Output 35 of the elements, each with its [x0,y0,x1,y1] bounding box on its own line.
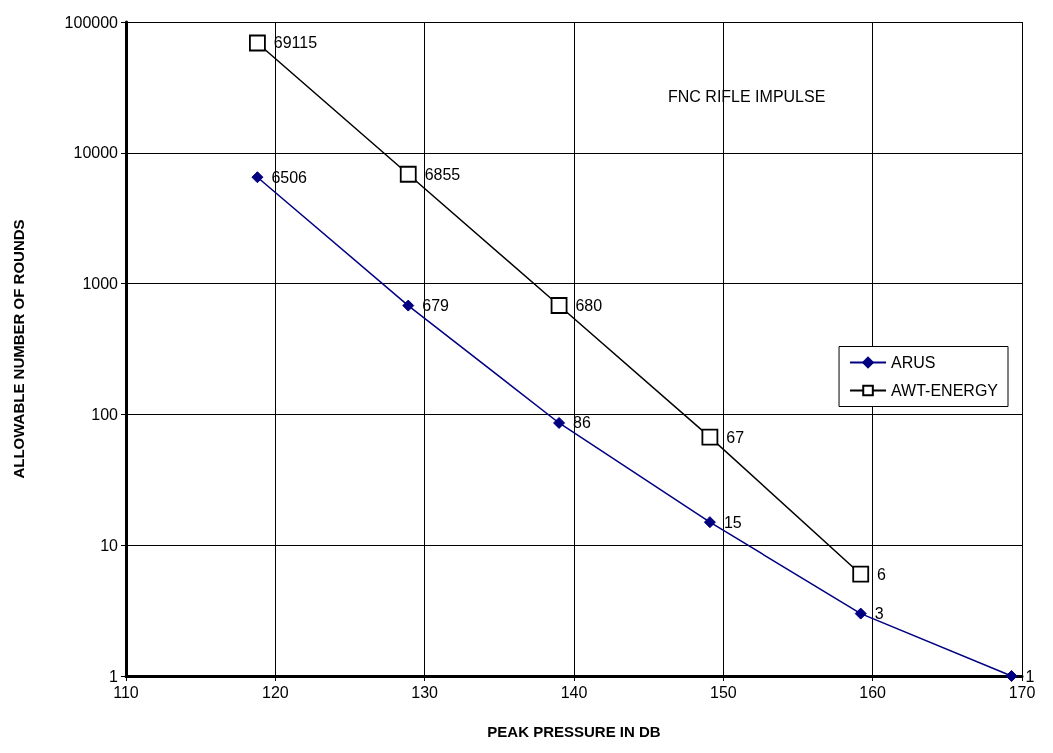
legend-label: ARUS [891,354,936,371]
point [249,34,266,52]
x-tick-label: 160 [859,683,887,701]
data-label: 67 [726,428,745,446]
y-tick-label: 10 [100,536,119,554]
data-label: 15 [723,513,742,531]
point [703,516,716,529]
data-label: 1 [1025,667,1035,685]
x-axis-title: PEAK PRESSURE IN DB [487,723,661,740]
x-tick-label: 120 [261,683,289,701]
y-tick-label: 100 [91,405,119,423]
data-label: 3 [874,605,884,623]
point [399,165,417,183]
data-label: 680 [575,297,603,315]
x-tick-label: 140 [560,683,588,701]
point [550,297,568,314]
data-label: 6 [877,565,887,583]
x-tick-label: 110 [113,683,139,701]
point [553,416,566,429]
y-tick-label: 1000 [82,275,119,293]
y-tick-label: 1 [109,667,119,685]
point [852,565,870,583]
y-axis-title: ALLOWABLE NUMBER OF ROUNDS [10,219,27,479]
point [251,171,264,184]
y-tick-label: 10000 [73,144,119,162]
point [701,428,719,446]
data-label: 6855 [424,165,461,183]
point [402,299,415,312]
x-tick-label: 170 [1008,683,1036,701]
y-tick-label: 100000 [64,13,119,31]
x-tick-label: 130 [411,683,439,701]
point [1005,670,1018,682]
legend-label: AWT-ENERGY [891,382,999,399]
point [854,607,867,620]
x-tick-label: 150 [709,683,737,701]
